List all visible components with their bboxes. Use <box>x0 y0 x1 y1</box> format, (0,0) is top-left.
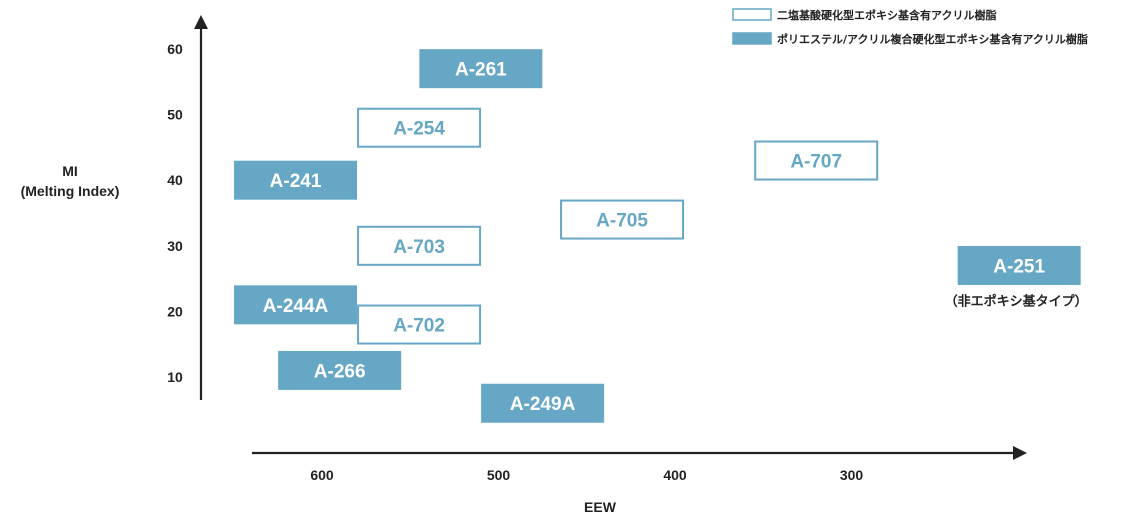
x-tick-label-600: 600 <box>310 467 334 483</box>
resin-box-a-249a <box>481 383 605 423</box>
resin-label-a-702: A-702 <box>393 316 445 337</box>
resin-label-a-241: A-241 <box>270 171 322 192</box>
resin-a-254: A-254 <box>357 107 482 148</box>
resin-a-705: A-705 <box>560 199 685 240</box>
resin-a-707: A-707 <box>754 140 879 181</box>
resin-box-a-705 <box>560 199 685 240</box>
resin-box-a-244a <box>234 285 358 325</box>
legend: 二塩基酸硬化型エポキシ基含有アクリル樹脂 ポリエステル/アクリル複合硬化型エポキ… <box>732 8 1088 46</box>
resin-label-a-705: A-705 <box>596 211 648 232</box>
data-marks: A-261 A-254 A-241 A-707 A-705 A-703 A-251 （非エポキ… <box>234 49 1088 423</box>
resin-box-a-702 <box>357 304 482 345</box>
legend-item-outline: 二塩基酸硬化型エポキシ基含有アクリル樹脂 <box>732 8 996 22</box>
resin-a-251: A-251 （非エポキシ基タイプ） <box>945 245 1088 309</box>
resin-box-a-254 <box>357 107 482 148</box>
resin-a-703: A-703 <box>357 225 482 266</box>
x-axis-title: EEW <box>584 499 617 515</box>
resin-label-a-266: A-266 <box>314 361 366 382</box>
axis-ticks: 10 20 30 40 50 60 600 500 400 300 <box>167 41 863 483</box>
y-axis-title: MI <box>62 163 78 179</box>
resin-box-a-251 <box>957 245 1081 285</box>
resin-label-a-249a: A-249A <box>510 394 576 415</box>
resin-box-a-241 <box>234 160 358 200</box>
x-tick-label-300: 300 <box>840 467 864 483</box>
resin-a-702: A-702 <box>357 304 482 345</box>
resin-a-244a: A-244A <box>234 285 358 325</box>
legend-swatch-filled <box>732 32 772 45</box>
y-tick-label-20: 20 <box>167 303 183 319</box>
y-axis-subtitle: (Melting Index) <box>21 183 120 199</box>
resin-box-a-703 <box>357 225 482 266</box>
resin-box-a-707 <box>754 140 879 181</box>
resin-label-a-244a: A-244A <box>263 296 329 317</box>
resin-box-a-266 <box>278 350 402 390</box>
resin-a-261: A-261 <box>419 49 543 89</box>
resin-a-241: A-241 <box>234 160 358 200</box>
resin-label-a-703: A-703 <box>393 237 445 258</box>
y-tick-label-10: 10 <box>167 369 183 385</box>
resin-label-a-251: A-251 <box>993 256 1045 277</box>
resin-a-266: A-266 <box>278 350 402 390</box>
x-tick-label-500: 500 <box>487 467 511 483</box>
resin-box-a-261 <box>419 49 543 89</box>
resin-label-a-254: A-254 <box>393 119 445 140</box>
resin-note-a-251: （非エポキシ基タイプ） <box>945 293 1088 309</box>
y-tick-label-50: 50 <box>167 107 183 123</box>
resin-label-a-707: A-707 <box>790 152 842 173</box>
x-tick-label-400: 400 <box>663 467 687 483</box>
y-tick-label-30: 30 <box>167 238 183 254</box>
legend-item-filled: ポリエステル/アクリル複合硬化型エポキシ基含有アクリル樹脂 <box>732 32 1088 46</box>
resin-label-a-261: A-261 <box>455 60 507 81</box>
legend-swatch-outline <box>732 8 772 21</box>
legend-label-filled: ポリエステル/アクリル複合硬化型エポキシ基含有アクリル樹脂 <box>777 32 1088 46</box>
y-tick-label-60: 60 <box>167 41 183 57</box>
resin-a-249a: A-249A <box>481 383 605 423</box>
y-tick-label-40: 40 <box>167 172 183 188</box>
legend-label-outline: 二塩基酸硬化型エポキシ基含有アクリル樹脂 <box>777 8 996 22</box>
